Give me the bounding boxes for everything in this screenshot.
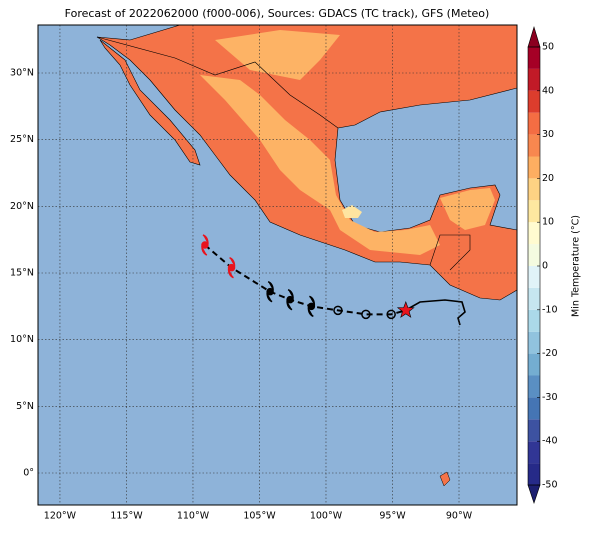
- map-frame: [37, 24, 518, 506]
- colorbar: -50 -40 -30 -20 -10 0 10 20 30 40 50: [527, 25, 558, 504]
- colorbar-segment: [528, 375, 540, 398]
- y-tick-label: 15°N: [10, 268, 34, 279]
- colorbar-tick-label: -50: [542, 480, 558, 491]
- y-tick-label: 25°N: [10, 134, 34, 145]
- colorbar-segment: [528, 266, 540, 288]
- x-tick-label: 105°W: [243, 511, 276, 522]
- y-tick-label: 10°N: [10, 334, 34, 345]
- colorbar-segment: [528, 397, 540, 420]
- colorbar-segment: [528, 156, 540, 179]
- track-point: [333, 305, 343, 316]
- colorbar-extend: [527, 484, 541, 504]
- track-point: [386, 309, 396, 320]
- colorbar-tick-label: -10: [542, 304, 558, 315]
- x-tick-label: 115°W: [110, 511, 143, 522]
- colorbar-label: Min Temperature (°C): [571, 215, 582, 317]
- map: [38, 25, 517, 505]
- colorbar-segment: [528, 309, 540, 332]
- hurricane-marker: [307, 295, 316, 318]
- x-tick-label: 100°W: [310, 511, 343, 522]
- track-point: [361, 309, 371, 320]
- hurricane-marker: [266, 280, 274, 303]
- mild-zone: [342, 205, 362, 218]
- island: [439, 471, 451, 487]
- colorbar-tick-label: 50: [542, 42, 554, 53]
- graticule: [38, 25, 517, 505]
- colorbar-segment: [528, 112, 540, 135]
- colorbar-tick-label: 40: [542, 85, 554, 96]
- y-tick-label: 5°N: [16, 401, 34, 412]
- border: [429, 234, 471, 271]
- track-forecast-line: [405, 299, 466, 326]
- colorbar-segment: [528, 331, 540, 354]
- track: [201, 234, 415, 320]
- colorbar-tick-label: 10: [542, 217, 554, 228]
- x-tick-label: 95°W: [379, 511, 406, 522]
- y-tick-label: 0°: [23, 468, 34, 479]
- hurricane-marker: [201, 234, 209, 256]
- colorbar-tick-label: -20: [542, 348, 558, 359]
- colorbar-tick-label: 0: [542, 261, 548, 272]
- colorbar-tick-label: -40: [542, 436, 558, 447]
- y-tick-label: 30°N: [10, 68, 34, 79]
- warm-zone: [200, 75, 440, 255]
- hurricane-marker: [227, 256, 236, 279]
- colorbar-segment: [528, 222, 540, 245]
- current-position: [396, 300, 415, 318]
- x-tick-label: 110°W: [177, 511, 210, 522]
- hurricane-marker: [286, 288, 294, 311]
- colorbar-segment: [528, 353, 540, 376]
- colorbar-segment: [528, 441, 540, 464]
- chart-title: Forecast of 2022062000 (f000-006), Sourc…: [65, 7, 490, 20]
- colorbar-segment: [528, 47, 540, 69]
- colorbar-segment: [528, 178, 540, 201]
- warm-zone: [215, 30, 340, 80]
- colorbar-segment: [528, 68, 540, 91]
- colorbar-segment: [528, 134, 540, 157]
- x-tick-label: 120°W: [44, 511, 77, 522]
- border: [96, 36, 339, 129]
- colorbar-tick-label: 30: [542, 129, 554, 140]
- y-tick-label: 20°N: [10, 201, 34, 212]
- x-tick-label: 90°W: [446, 511, 473, 522]
- colorbar-tick-label: 20: [542, 173, 554, 184]
- colorbar-segment: [528, 244, 540, 266]
- colorbar-segment: [528, 463, 540, 485]
- colorbar-segment: [528, 287, 540, 310]
- baja-california: [99, 39, 201, 166]
- warm-zone: [440, 188, 495, 230]
- colorbar-segment: [528, 200, 540, 223]
- colorbar-tick-label: -30: [542, 392, 558, 403]
- colorbar-segment: [528, 419, 540, 442]
- colorbar-segment: [528, 90, 540, 113]
- colorbar-extend: [527, 25, 541, 48]
